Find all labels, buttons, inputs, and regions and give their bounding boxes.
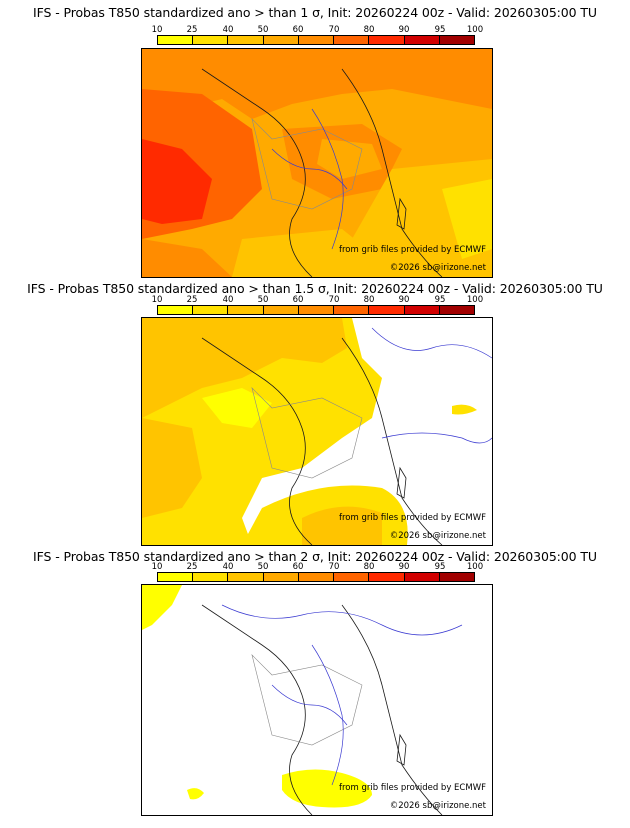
color-scale: [157, 35, 475, 45]
scale-swatch: [158, 306, 194, 314]
panel-3: IFS - Probas T850 standardized ano > tha…: [0, 546, 630, 818]
scale-swatch: [334, 36, 370, 44]
scale-swatch: [193, 306, 229, 314]
legend-tick: 50: [257, 562, 269, 572]
probability-map: from grib files provided by ECMWF ©2026 …: [141, 48, 493, 278]
legend-tick: 95: [434, 562, 446, 572]
scale-swatch: [404, 573, 440, 581]
scale-swatch: [298, 36, 335, 44]
legend-tick: 100: [466, 25, 484, 35]
probability-map: from grib files provided by ECMWF ©2026 …: [141, 317, 493, 546]
scale-swatch: [263, 573, 299, 581]
scale-swatch: [228, 36, 264, 44]
scale-swatch: [369, 306, 405, 314]
panel-2: IFS - Probas T850 standardized ano > tha…: [0, 278, 630, 546]
copyright-credit: ©2026 sb@irizone.net: [389, 531, 486, 541]
source-credit: from grib files provided by ECMWF: [339, 513, 486, 523]
legend-tick: 80: [363, 562, 375, 572]
scale-swatch: [404, 36, 440, 44]
legend-tick: 40: [222, 562, 234, 572]
scale-swatch: [158, 36, 194, 44]
color-scale: [157, 572, 475, 582]
legend-tick: 70: [328, 295, 340, 305]
scale-swatch: [369, 36, 405, 44]
scale-swatch: [334, 306, 370, 314]
legend-tick: 60: [292, 25, 304, 35]
scale-swatch: [263, 36, 299, 44]
legend-tick: 10: [151, 25, 163, 35]
panel-1: IFS - Probas T850 standardized ano > tha…: [0, 0, 630, 278]
source-credit: from grib files provided by ECMWF: [339, 245, 486, 255]
scale-swatch: [193, 573, 229, 581]
copyright-credit: ©2026 sb@irizone.net: [389, 263, 486, 273]
probability-map: from grib files provided by ECMWF ©2026 …: [141, 584, 493, 816]
legend-tick: 80: [363, 295, 375, 305]
legend-tick: 90: [398, 295, 410, 305]
legend-tick: 60: [292, 562, 304, 572]
legend-tick: 60: [292, 295, 304, 305]
scale-swatch: [263, 306, 299, 314]
legend-tick: 70: [328, 25, 340, 35]
legend-tick: 90: [398, 562, 410, 572]
legend-tick: 95: [434, 295, 446, 305]
scale-swatch: [439, 573, 474, 581]
legend-tick: 50: [257, 25, 269, 35]
legend-tick: 100: [466, 562, 484, 572]
legend-ticks: 10 25 40 50 60 70 80 90 95 100: [152, 295, 484, 305]
legend-tick: 95: [434, 25, 446, 35]
legend-tick: 100: [466, 295, 484, 305]
legend-tick: 40: [222, 25, 234, 35]
legend-ticks: 10 25 40 50 60 70 80 90 95 100: [152, 25, 484, 35]
map-graphic: [142, 49, 492, 277]
legend-tick: 10: [151, 295, 163, 305]
scale-swatch: [334, 573, 370, 581]
legend-tick: 25: [186, 295, 198, 305]
map-graphic: [142, 585, 492, 815]
scale-swatch: [404, 306, 440, 314]
legend-tick: 50: [257, 295, 269, 305]
panel-title: IFS - Probas T850 standardized ano > tha…: [33, 5, 597, 20]
scale-swatch: [439, 36, 474, 44]
legend-tick: 80: [363, 25, 375, 35]
legend-tick: 25: [186, 25, 198, 35]
color-scale: [157, 305, 475, 315]
legend-tick: 10: [151, 562, 163, 572]
legend-tick: 70: [328, 562, 340, 572]
scale-swatch: [369, 573, 405, 581]
scale-swatch: [298, 306, 335, 314]
scale-swatch: [193, 36, 229, 44]
legend-tick: 25: [186, 562, 198, 572]
copyright-credit: ©2026 sb@irizone.net: [389, 801, 486, 811]
panel-title: IFS - Probas T850 standardized ano > tha…: [33, 549, 597, 564]
scale-swatch: [228, 573, 264, 581]
source-credit: from grib files provided by ECMWF: [339, 783, 486, 793]
panel-title: IFS - Probas T850 standardized ano > tha…: [27, 281, 603, 296]
scale-swatch: [228, 306, 264, 314]
legend-tick: 40: [222, 295, 234, 305]
scale-swatch: [439, 306, 474, 314]
legend-tick: 90: [398, 25, 410, 35]
scale-swatch: [158, 573, 194, 581]
scale-swatch: [298, 573, 335, 581]
legend-ticks: 10 25 40 50 60 70 80 90 95 100: [152, 562, 484, 572]
map-graphic: [142, 318, 492, 545]
